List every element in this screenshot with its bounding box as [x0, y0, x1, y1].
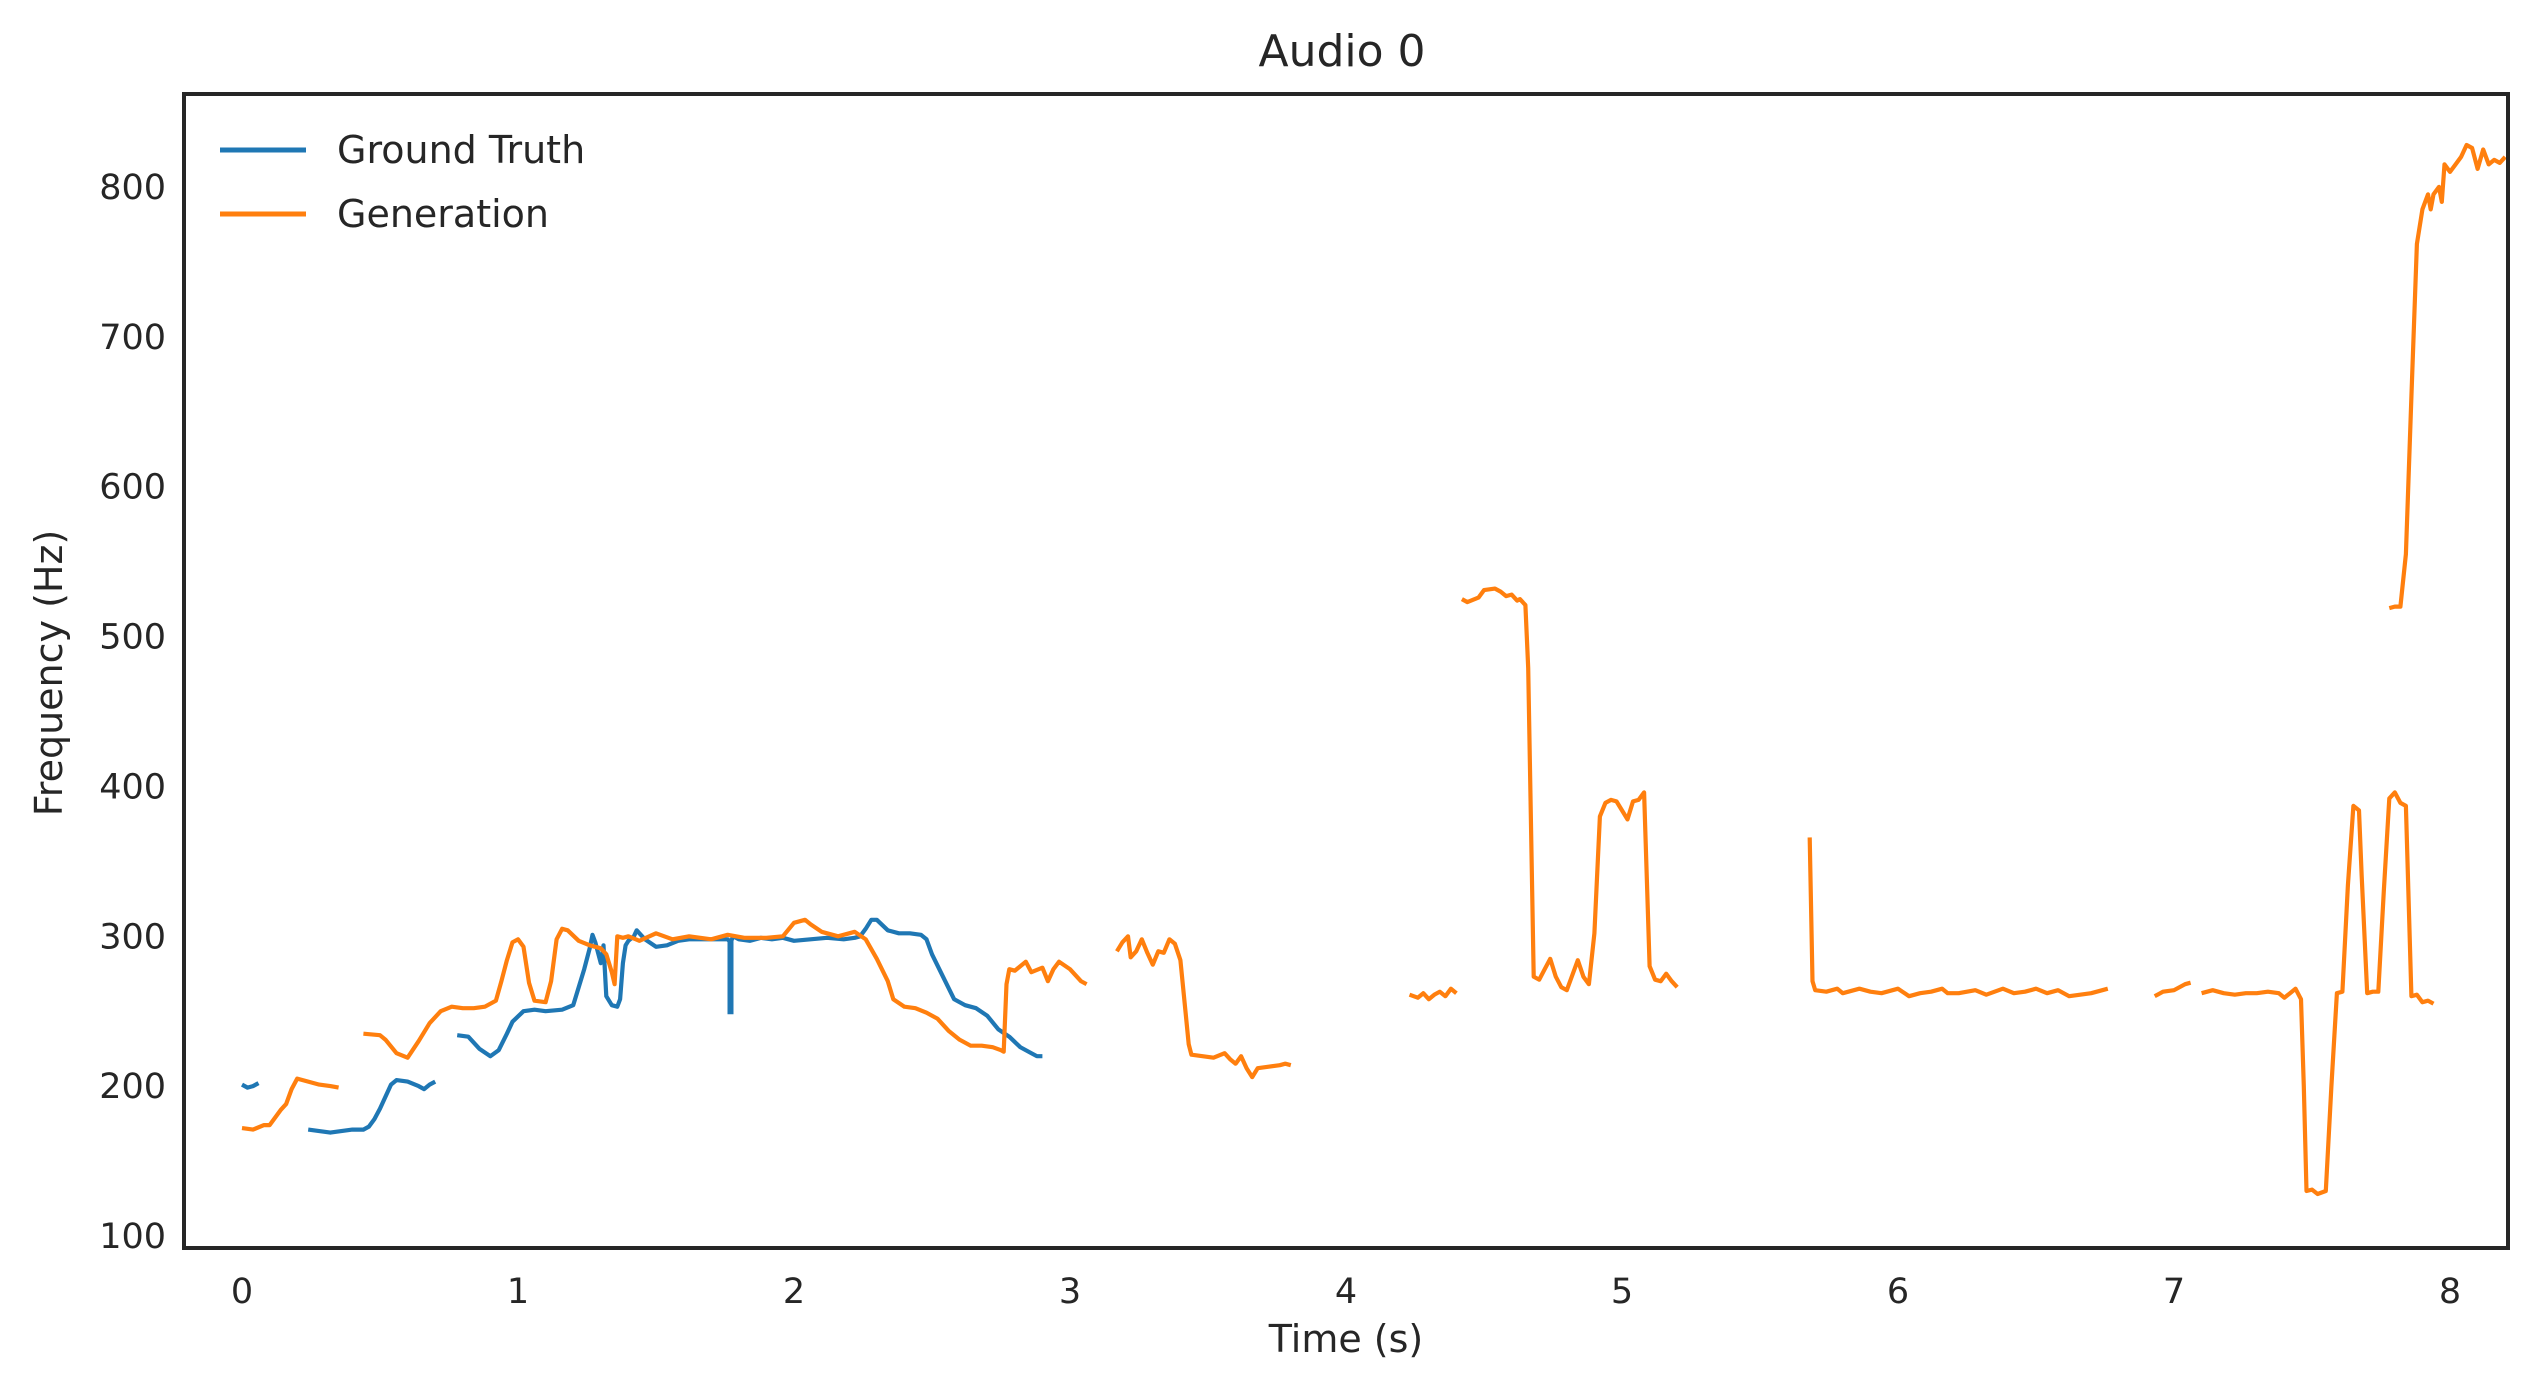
x-tick-label: 8: [2439, 1272, 2461, 1312]
x-tick-label: 2: [783, 1272, 805, 1312]
generation-line-segment-7: [2201, 790, 2435, 1197]
x-tick-label: 7: [2163, 1272, 2185, 1312]
x-tick-label: 0: [231, 1272, 253, 1312]
y-tick-label: 200: [99, 1067, 166, 1107]
y-tick-label: 600: [99, 468, 166, 508]
y-tick-label: 800: [99, 168, 166, 208]
ground-truth-line-segment-1: [307, 1078, 437, 1135]
ground-truth-line-segment-2: [456, 917, 1043, 1059]
y-axis-label: Frequency (Hz): [27, 530, 71, 817]
generation-line-segment-3: [1408, 986, 1458, 1002]
generation-line-segment-8: [2388, 142, 2507, 611]
generation-line-segment-1: [363, 917, 1088, 1060]
chart-title: Audio 0: [1258, 26, 1425, 77]
x-tick-label: 5: [1611, 1272, 1633, 1312]
legend-label: Ground Truth: [337, 128, 585, 172]
ground-truth-line-segment-0: [240, 1081, 260, 1090]
x-axis-label: Time (s): [1268, 1317, 1424, 1361]
x-tick-label: 1: [507, 1272, 529, 1312]
y-tick-label: 300: [99, 917, 166, 957]
generation-line-segment-5: [1807, 837, 2109, 999]
x-tick-label: 3: [1059, 1272, 1081, 1312]
generation-line-segment-6: [2153, 980, 2192, 999]
x-axis-ticks: 0 1 2 3 4 5 6 7 8: [231, 1272, 2461, 1312]
x-tick-label: 6: [1887, 1272, 1909, 1312]
generation-line-segment-0: [241, 1076, 339, 1132]
y-tick-label: 700: [99, 318, 166, 358]
legend: Ground Truth Generation: [220, 128, 585, 236]
y-tick-label: 400: [99, 767, 166, 807]
x-tick-label: 4: [1335, 1272, 1357, 1312]
legend-label: Generation: [337, 192, 549, 236]
plot-area-frame: [182, 92, 2510, 1250]
generation-line-segment-2: [1115, 934, 1292, 1080]
y-axis-ticks: 100 200 300 400 500 600 700 800: [99, 168, 166, 1257]
y-tick-label: 100: [99, 1217, 166, 1257]
series-layer: [240, 142, 2507, 1197]
y-tick-label: 500: [99, 618, 166, 658]
generation-line-segment-4: [1460, 586, 1679, 993]
